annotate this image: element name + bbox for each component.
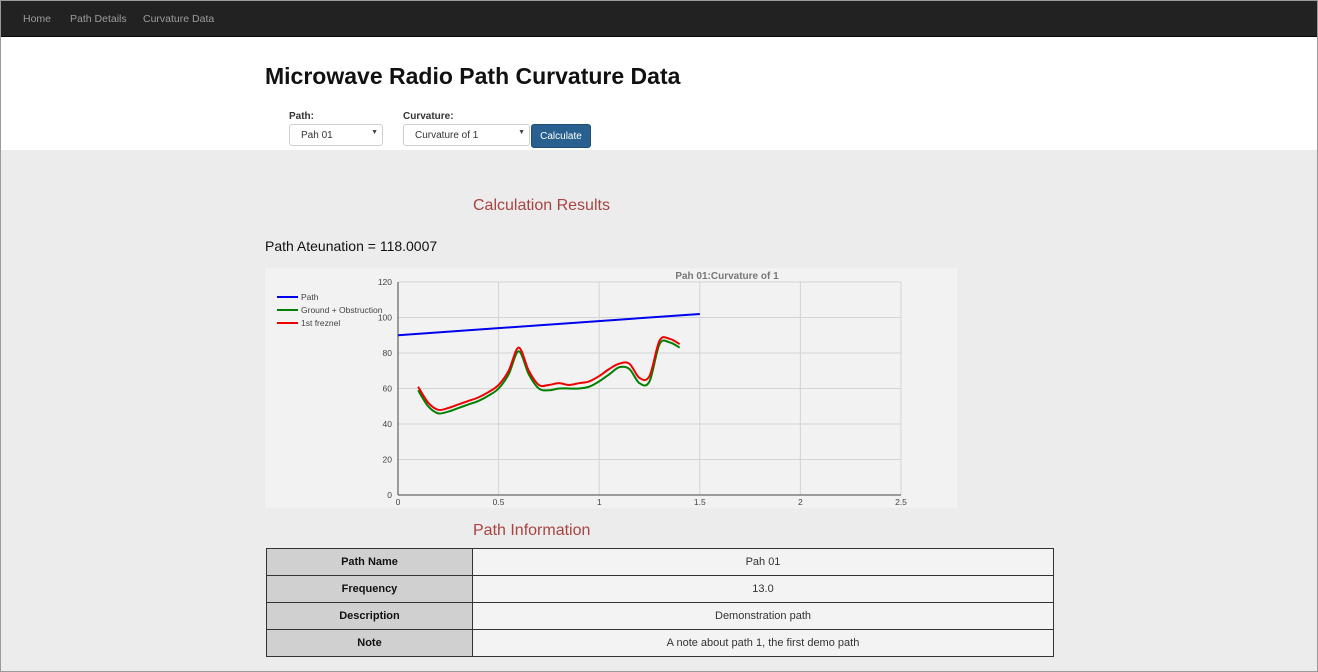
x-tick-label: 2.5 [895,497,907,507]
x-tick-label: 1 [597,497,602,507]
path-name-key: Path Name [266,548,473,576]
nav-curvature-data-link[interactable]: Curvature Data [143,13,215,25]
x-tick-label: 0.5 [493,497,505,507]
x-tick-label: 2 [798,497,803,507]
y-tick-label: 80 [383,348,393,358]
path-label: Path: [289,111,314,122]
y-tick-label: 100 [378,313,392,323]
curvature-chart: 0 20 40 60 80 100 120 0 0.5 1 1.5 2 2.5 Pah 01:Curvat… [277,271,907,507]
note-value: A note about path 1, the first demo path [472,629,1054,657]
x-tick-label: 0 [396,497,401,507]
legend-entry: 1st freznel [301,318,340,328]
path-select-value: Pah 01 [301,130,333,141]
path-select[interactable]: Pah 01 ▼ [289,124,383,146]
curvature-select[interactable]: Curvature of 1 ▼ [403,124,530,146]
description-key: Description [266,602,473,630]
path-info-title: Path Information [473,522,591,539]
table-row: Description Demonstration path [266,602,1054,630]
series-line-0 [397,312,700,337]
path-info-table: Path Name Pah 01 Frequency 13.0 Descript… [266,548,1054,657]
x-tick-label: 1.5 [694,497,706,507]
description-value: Demonstration path [472,602,1054,630]
page-title: Microwave Radio Path Curvature Data [265,63,681,89]
y-tick-label: 20 [383,455,393,465]
header-panel: Microwave Radio Path Curvature Data Path… [1,37,1317,150]
y-tick-label: 120 [378,277,392,287]
chevron-down-icon: ▼ [518,129,525,136]
y-tick-label: 60 [383,384,393,394]
note-key: Note [266,629,473,657]
table-row: Frequency 13.0 [266,575,1054,603]
legend-entry: Path [301,292,319,302]
results-title: Calculation Results [473,197,610,214]
table-row: Note A note about path 1, the first demo… [266,629,1054,657]
calculate-button[interactable]: Calculate [531,124,591,148]
y-tick-label: 40 [383,419,393,429]
chart-title: Pah 01:Curvature of 1 [675,271,779,282]
series-line-1 [417,339,681,415]
chart-container: 0 20 40 60 80 100 120 0 0.5 1 1.5 2 2.5 Pah 01:Curvat… [265,268,957,508]
series-line-2 [417,336,681,412]
frequency-value: 13.0 [472,575,1054,603]
frequency-key: Frequency [266,575,473,603]
table-row: Path Name Pah 01 [266,548,1054,576]
curvature-select-value: Curvature of 1 [415,130,479,141]
legend-entry: Ground + Obstruction [301,305,383,315]
y-tick-label: 0 [387,490,392,500]
navbar: Home Path Details Curvature Data [1,1,1317,37]
nav-home-link[interactable]: Home [23,13,52,25]
nav-path-details-link[interactable]: Path Details [70,13,127,25]
chevron-down-icon: ▼ [371,129,378,136]
curvature-label: Curvature: [403,111,454,122]
path-name-value: Pah 01 [472,548,1054,576]
attenuation-text: Path Ateunation = 118.0007 [265,238,438,254]
